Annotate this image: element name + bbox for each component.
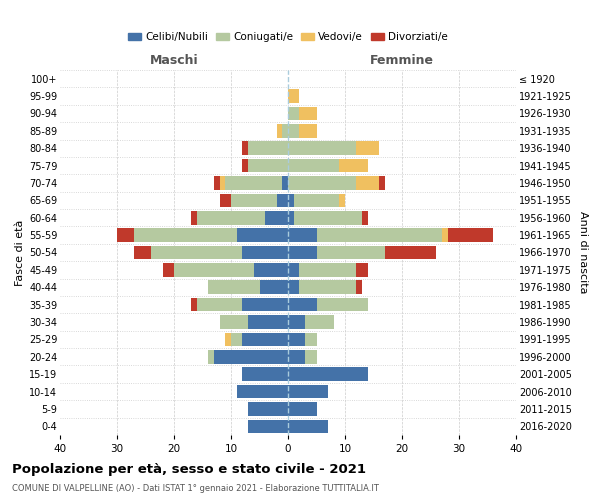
Bar [288, 228, 317, 242]
Bar [151, 246, 242, 260]
Text: COMUNE DI VALPELLINE (AO) - Dati ISTAT 1° gennaio 2021 - Elaborazione TUTTITALIA: COMUNE DI VALPELLINE (AO) - Dati ISTAT 1… [12, 484, 379, 493]
Bar [448, 228, 493, 242]
Bar [288, 211, 294, 224]
Bar [299, 106, 317, 120]
Bar [117, 228, 134, 242]
Bar [191, 298, 197, 312]
Bar [174, 263, 254, 276]
Bar [299, 280, 356, 294]
Bar [288, 90, 299, 103]
Bar [288, 106, 299, 120]
Bar [265, 211, 288, 224]
Bar [242, 159, 248, 172]
Bar [283, 176, 288, 190]
Legend: Celibi/Nubili, Coniugati/e, Vedovi/e, Divorziati/e: Celibi/Nubili, Coniugati/e, Vedovi/e, Di… [124, 28, 452, 46]
Bar [277, 124, 283, 138]
Bar [242, 332, 288, 346]
Bar [340, 159, 368, 172]
Bar [214, 176, 220, 190]
Bar [288, 402, 317, 415]
Bar [385, 246, 436, 260]
Bar [356, 280, 362, 294]
Bar [134, 246, 151, 260]
Bar [220, 194, 231, 207]
Bar [226, 176, 283, 190]
Bar [288, 142, 356, 155]
Bar [236, 228, 288, 242]
Bar [134, 228, 236, 242]
Bar [236, 385, 288, 398]
Bar [248, 315, 288, 329]
Bar [231, 194, 277, 207]
Bar [288, 194, 294, 207]
Bar [305, 350, 317, 364]
Bar [299, 124, 317, 138]
Bar [220, 315, 248, 329]
Bar [242, 298, 288, 312]
Bar [442, 228, 448, 242]
Y-axis label: Anni di nascita: Anni di nascita [578, 211, 589, 294]
Bar [208, 350, 214, 364]
Bar [248, 159, 288, 172]
Bar [288, 298, 317, 312]
Bar [288, 246, 317, 260]
Bar [197, 298, 242, 312]
Bar [197, 211, 265, 224]
Bar [226, 332, 231, 346]
Bar [260, 280, 288, 294]
Bar [305, 332, 317, 346]
Bar [340, 194, 345, 207]
Bar [317, 228, 442, 242]
Bar [288, 385, 328, 398]
Bar [288, 280, 299, 294]
Text: Maschi: Maschi [149, 54, 199, 68]
Bar [220, 176, 226, 190]
Bar [288, 420, 328, 433]
Bar [242, 368, 288, 381]
Bar [231, 332, 242, 346]
Bar [163, 263, 174, 276]
Bar [356, 263, 368, 276]
Bar [317, 246, 385, 260]
Bar [208, 280, 260, 294]
Bar [356, 176, 379, 190]
Bar [317, 298, 368, 312]
Bar [356, 142, 379, 155]
Bar [299, 263, 356, 276]
Bar [254, 263, 288, 276]
Bar [242, 246, 288, 260]
Bar [305, 315, 334, 329]
Bar [288, 350, 305, 364]
Y-axis label: Fasce di età: Fasce di età [14, 220, 25, 286]
Bar [248, 420, 288, 433]
Bar [277, 194, 288, 207]
Bar [288, 315, 305, 329]
Bar [248, 402, 288, 415]
Bar [288, 124, 299, 138]
Bar [288, 159, 340, 172]
Bar [242, 142, 248, 155]
Bar [379, 176, 385, 190]
Bar [191, 211, 197, 224]
Bar [294, 211, 362, 224]
Text: Femmine: Femmine [370, 54, 434, 68]
Bar [362, 211, 368, 224]
Bar [288, 176, 356, 190]
Bar [248, 142, 288, 155]
Bar [288, 332, 305, 346]
Bar [283, 124, 288, 138]
Bar [294, 194, 340, 207]
Bar [214, 350, 288, 364]
Bar [288, 368, 368, 381]
Bar [288, 263, 299, 276]
Text: Popolazione per età, sesso e stato civile - 2021: Popolazione per età, sesso e stato civil… [12, 462, 366, 475]
